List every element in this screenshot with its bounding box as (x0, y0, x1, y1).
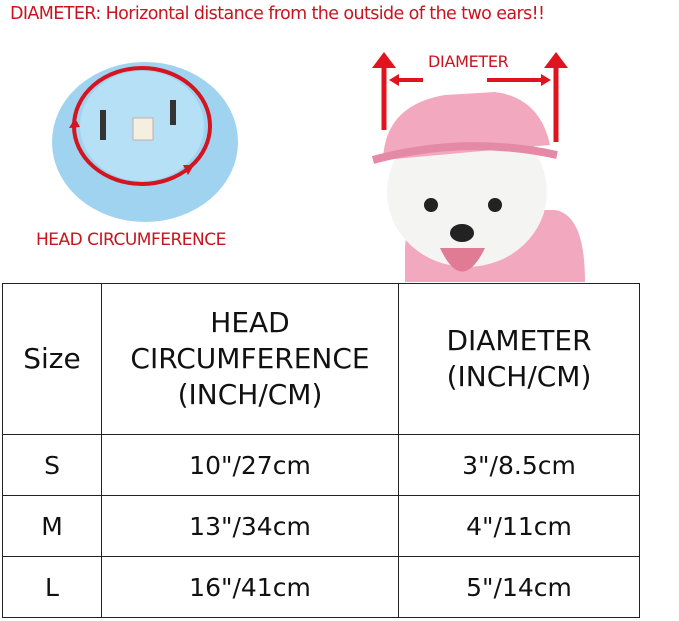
header-diameter: DIAMETER (INCH/CM) (398, 283, 640, 435)
header-line: DIAMETER (446, 324, 592, 357)
size-cell: S (2, 434, 102, 496)
table-row: L 16"/41cm 5"/14cm (2, 556, 640, 618)
header-head-circumference: HEAD CIRCUMFERENCE (INCH/CM) (101, 283, 399, 435)
header-line: (INCH/CM) (177, 378, 323, 411)
table-header-row: Size HEAD CIRCUMFERENCE (INCH/CM) DIAMET… (2, 283, 640, 435)
blue-hat-image (52, 62, 238, 222)
diameter-cell: 3"/8.5cm (398, 434, 640, 496)
size-cell: L (2, 556, 102, 618)
header-line: HEAD (210, 306, 290, 339)
table-row: S 10"/27cm 3"/8.5cm (2, 434, 640, 496)
size-cell: M (2, 495, 102, 557)
header-size: Size (2, 283, 102, 435)
diameter-cell: 5"/14cm (398, 556, 640, 618)
diameter-label: DIAMETER (428, 52, 509, 71)
diameter-cell: 4"/11cm (398, 495, 640, 557)
head-circumference-label: HEAD CIRCUMFERENCE (36, 230, 226, 250)
head-cell: 13"/34cm (101, 495, 399, 557)
header-line: CIRCUMFERENCE (130, 342, 370, 375)
diameter-note: DIAMETER: Horizontal distance from the o… (10, 4, 545, 24)
head-cell: 10"/27cm (101, 434, 399, 496)
size-chart-table: Size HEAD CIRCUMFERENCE (INCH/CM) DIAMET… (2, 283, 640, 618)
dog-wearing-hat-image (371, 52, 585, 282)
table-row: M 13"/34cm 4"/11cm (2, 495, 640, 557)
head-cell: 16"/41cm (101, 556, 399, 618)
header-line: (INCH/CM) (446, 360, 592, 393)
